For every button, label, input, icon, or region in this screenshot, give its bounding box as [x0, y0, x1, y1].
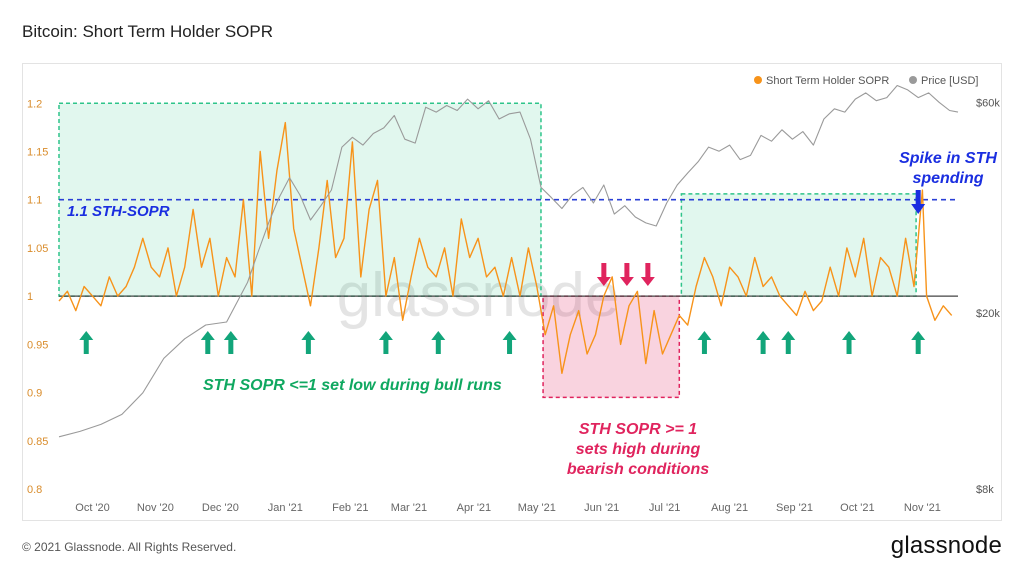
up-arrow-icon [79, 331, 94, 354]
y2-tick-label: $20k [976, 308, 1000, 320]
x-tick-label: Feb '21 [332, 502, 368, 514]
y-tick-label: 1.05 [27, 243, 48, 255]
down-arrow-icon [640, 263, 655, 286]
up-arrow-icon [756, 331, 771, 354]
up-arrow-icon [842, 331, 857, 354]
series-line-sopr [58, 121, 953, 374]
annotation-bearish-line-3: bearish conditions [567, 461, 709, 478]
x-tick-label: Oct '20 [75, 502, 110, 514]
up-arrow-icon [301, 331, 316, 354]
y-tick-label: 0.9 [27, 388, 42, 400]
threshold-label: 1.1 STH-SOPR [67, 203, 170, 220]
zone-green-2 [680, 193, 917, 297]
annotation-spike-line-2: spending [912, 170, 983, 187]
x-tick-label: Sep '21 [776, 502, 813, 514]
spike-arrow-icon [911, 190, 926, 214]
legend-swatch-sopr [754, 76, 762, 84]
y-tick-label: 1.1 [27, 195, 42, 207]
glassnode-logo[interactable]: glassnode [890, 532, 1002, 559]
copyright-text: © 2021 Glassnode. All Rights Reserved. [22, 540, 237, 554]
y-tick-label: 0.85 [27, 436, 48, 448]
x-tick-label: Jul '21 [649, 502, 680, 514]
x-tick-label: Jun '21 [584, 502, 619, 514]
legend-item-price[interactable]: Price [USD] [921, 75, 978, 87]
up-arrow-icon [502, 331, 517, 354]
y-tick-label: 0.8 [27, 484, 42, 496]
x-tick-label: Mar '21 [391, 502, 427, 514]
x-tick-label: Nov '20 [137, 502, 174, 514]
x-tick-label: May '21 [518, 502, 556, 514]
up-arrow-icon [697, 331, 712, 354]
annotation-spike-line-1: Spike in STH [899, 150, 997, 167]
up-arrow-icon [431, 331, 446, 354]
legend-swatch-price [909, 76, 917, 84]
zone-red-1 [542, 295, 681, 399]
y-tick-label: 1.2 [27, 98, 42, 110]
annotation-bull-runs: STH SOPR <=1 set low during bull runs [203, 377, 502, 394]
chart-card: glassnode 0.8 0.85 0.9 0.95 1 1.05 1.1 1.15 1.2 $… [22, 63, 1002, 521]
zone-green-0 [58, 102, 542, 297]
down-arrow-icon [619, 263, 634, 286]
chart-title: Bitcoin: Short Term Holder SOPR [22, 22, 273, 41]
y-tick-label: 0.95 [27, 339, 48, 351]
up-arrow-icon [200, 331, 215, 354]
x-tick-label: Nov '21 [904, 502, 941, 514]
x-tick-label: Apr '21 [457, 502, 492, 514]
legend-item-sopr[interactable]: Short Term Holder SOPR [766, 75, 889, 87]
x-tick-label: Dec '20 [202, 502, 239, 514]
y2-tick-label: $8k [976, 484, 994, 496]
annotation-bearish-line-1: STH SOPR >= 1 [579, 421, 697, 438]
up-arrow-icon [378, 331, 393, 354]
up-arrow-icon [223, 331, 238, 354]
series-line-price [58, 84, 959, 438]
x-tick-label: Oct '21 [840, 502, 875, 514]
x-tick-label: Jan '21 [268, 502, 303, 514]
annotation-bearish-line-2: sets high during [576, 441, 701, 458]
y-tick-label: 1 [27, 291, 33, 303]
up-arrow-icon [781, 331, 796, 354]
down-arrow-icon [596, 263, 611, 286]
legend: Short Term Holder SOPR Price [USD] [754, 75, 978, 87]
up-arrow-icon [911, 331, 926, 354]
y2-tick-label: $60k [976, 97, 1000, 109]
y-tick-label: 1.15 [27, 147, 48, 159]
x-tick-label: Aug '21 [711, 502, 748, 514]
